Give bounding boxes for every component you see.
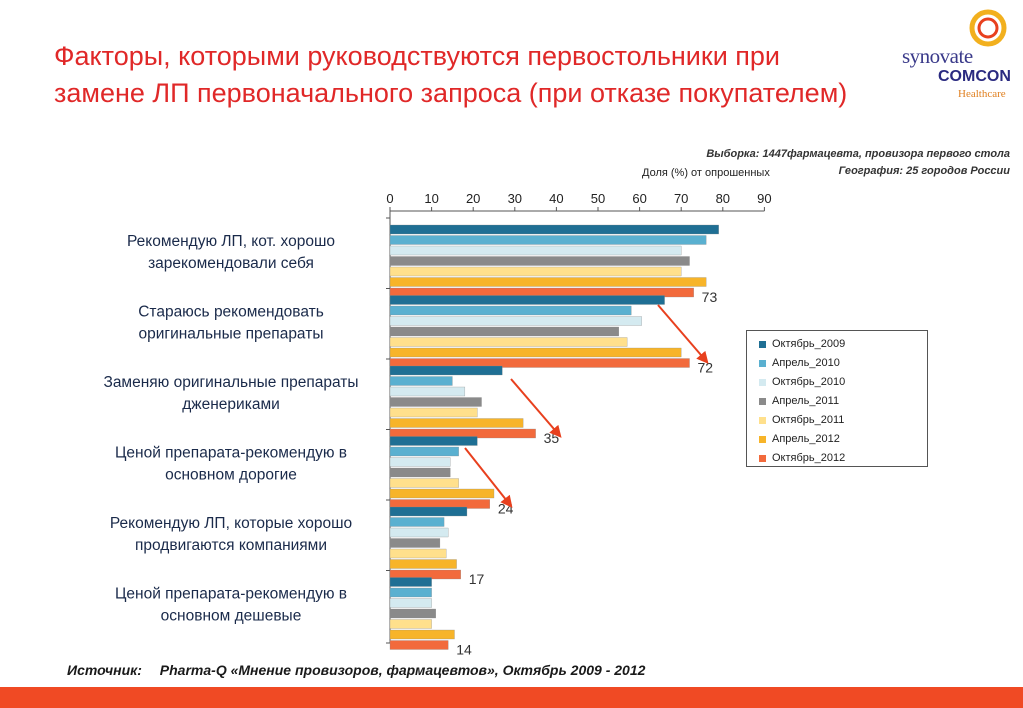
bar-Апрель_2012 bbox=[389, 277, 707, 287]
legend-item: Октябрь_2009 bbox=[759, 335, 845, 353]
x-tick-label: 90 bbox=[757, 191, 771, 206]
bar-Апрель_2012 bbox=[389, 488, 495, 499]
bar-Апрель_2011 bbox=[389, 467, 451, 478]
bar-Октябрь_2011 bbox=[389, 266, 682, 277]
source-text: Pharma-Q «Мнение провизоров, фармацевтов… bbox=[159, 662, 646, 678]
bar-Апрель_2012 bbox=[389, 629, 455, 640]
bar-Октябрь_2010 bbox=[389, 527, 449, 538]
legend-item: Апрель_2010 bbox=[759, 354, 840, 372]
legend-swatch bbox=[759, 397, 766, 405]
trend-arrow bbox=[464, 447, 513, 508]
legend-item: Октябрь_2010 bbox=[759, 373, 845, 391]
bar-Октябрь_2009 bbox=[389, 577, 432, 587]
sample-info: Выборка: 1447фармацевта, провизора перво… bbox=[706, 146, 1010, 180]
bar-Октябрь_2009 bbox=[389, 295, 665, 305]
logo-ring-icon bbox=[969, 9, 1007, 47]
data-label: 14 bbox=[456, 642, 472, 658]
bar-Октябрь_2012 bbox=[389, 640, 449, 650]
bar-Апрель_2011 bbox=[389, 538, 441, 548]
bar-Октябрь_2011 bbox=[389, 407, 478, 418]
bar-Апрель_2011 bbox=[389, 256, 690, 266]
bar-Апрель_2012 bbox=[389, 559, 457, 569]
bar-Октябрь_2012 bbox=[389, 358, 690, 368]
category-label: Заменяю оригинальные препараты дженерикам… bbox=[103, 374, 358, 413]
legend-label: Октябрь_2010 bbox=[772, 376, 846, 388]
bar-Апрель_2012 bbox=[389, 418, 524, 428]
legend-swatch bbox=[759, 378, 766, 386]
legend-swatch bbox=[759, 359, 766, 367]
bar-Апрель_2010 bbox=[389, 235, 707, 245]
legend-swatch bbox=[759, 435, 766, 443]
data-label: 72 bbox=[698, 360, 714, 376]
bar-Октябрь_2010 bbox=[389, 245, 682, 256]
bar-Октябрь_2011 bbox=[389, 548, 447, 559]
x-tick-label: 30 bbox=[508, 191, 522, 206]
x-tick-label: 10 bbox=[424, 191, 438, 206]
x-tick-label: 60 bbox=[632, 191, 646, 206]
bar-Октябрь_2011 bbox=[389, 619, 432, 629]
legend-swatch bbox=[759, 416, 766, 424]
logo-text-synovate: synovate bbox=[902, 44, 973, 68]
bar-Октябрь_2010 bbox=[389, 316, 642, 326]
x-tick-label: 20 bbox=[466, 191, 480, 206]
bar-Апрель_2010 bbox=[389, 517, 445, 527]
legend-label: Апрель_2012 bbox=[772, 433, 840, 445]
legend-swatch bbox=[759, 340, 766, 348]
x-tick-label: 80 bbox=[716, 191, 730, 206]
bar-Апрель_2010 bbox=[389, 587, 432, 598]
legend-label: Октябрь_2011 bbox=[772, 414, 845, 426]
data-label: 17 bbox=[469, 571, 485, 587]
legend-label: Октябрь_2012 bbox=[772, 452, 846, 464]
category-label: Рекомендую ЛП, которые хорошо продвигаютс… bbox=[110, 515, 352, 554]
category-label: Ценой препарата-рекомендую в основном деш… bbox=[115, 586, 347, 625]
axis-unit-note: Доля (%) от опрошенных bbox=[642, 167, 770, 179]
bar-Апрель_2010 bbox=[389, 305, 632, 316]
logo-text-healthcare: Healthcare bbox=[958, 88, 1006, 100]
source-label: Источник: bbox=[67, 662, 142, 678]
bar-Апрель_2011 bbox=[389, 326, 619, 337]
legend-label: Апрель_2011 bbox=[772, 395, 840, 407]
bar-Апрель_2011 bbox=[389, 397, 482, 407]
bar-Октябрь_2010 bbox=[389, 457, 451, 467]
bar-Апрель_2010 bbox=[389, 446, 459, 457]
legend-swatch bbox=[759, 454, 766, 462]
footer-bar bbox=[0, 687, 1023, 708]
category-label: Ценой препарата-рекомендую в основном дор… bbox=[115, 445, 347, 484]
legend-item: Октябрь_2011 bbox=[759, 411, 844, 429]
bar-Октябрь_2009 bbox=[389, 224, 719, 235]
data-label: 73 bbox=[702, 289, 718, 305]
legend-item: Апрель_2012 bbox=[759, 430, 840, 448]
sample-size: Выборка: 1447фармацевта, провизора перво… bbox=[706, 148, 1010, 160]
trend-arrow bbox=[510, 378, 562, 438]
x-tick-label: 0 bbox=[386, 191, 393, 206]
legend-label: Апрель_2010 bbox=[772, 357, 840, 369]
bar-Октябрь_2011 bbox=[389, 337, 628, 347]
legend-item: Апрель_2011 bbox=[759, 392, 839, 410]
bar-Апрель_2011 bbox=[389, 608, 436, 619]
x-tick-label: 50 bbox=[591, 191, 605, 206]
legend-item: Октябрь_2012 bbox=[759, 449, 845, 467]
legend-label: Октябрь_2009 bbox=[772, 338, 846, 350]
sample-geography: География: 25 городов России bbox=[838, 165, 1010, 177]
bar-Апрель_2012 bbox=[389, 347, 682, 358]
data-label: 24 bbox=[498, 501, 514, 517]
bar-Октябрь_2009 bbox=[389, 365, 503, 376]
bar-Октябрь_2009 bbox=[389, 506, 468, 517]
synovate-comcon-logo: synovate COMCON Healthcare bbox=[888, 4, 1018, 104]
bar-Октябрь_2009 bbox=[389, 436, 478, 446]
category-label: Рекомендую ЛП, кот. хорошо зарекомендовал… bbox=[127, 233, 335, 272]
bar-Октябрь_2011 bbox=[389, 478, 459, 488]
x-tick-label: 70 bbox=[674, 191, 688, 206]
chart-legend: Октябрь_2009 Апрель_2010 Октябрь_2010 Апрел… bbox=[746, 330, 928, 467]
bar-Октябрь_2010 bbox=[389, 386, 466, 397]
logo-text-comcon: COMCON bbox=[938, 68, 1011, 85]
x-tick-label: 40 bbox=[549, 191, 563, 206]
source-note: Источник: Pharma-Q «Мнение провизоров, ф… bbox=[67, 662, 659, 678]
trend-arrow bbox=[657, 304, 709, 364]
category-label: Стараюсь рекомендовать оригинальные препа… bbox=[138, 304, 324, 343]
bar-Апрель_2010 bbox=[389, 376, 453, 386]
bar-Октябрь_2010 bbox=[389, 598, 432, 608]
chart-title: Факторы, которыми руководствуются первос… bbox=[54, 41, 848, 108]
